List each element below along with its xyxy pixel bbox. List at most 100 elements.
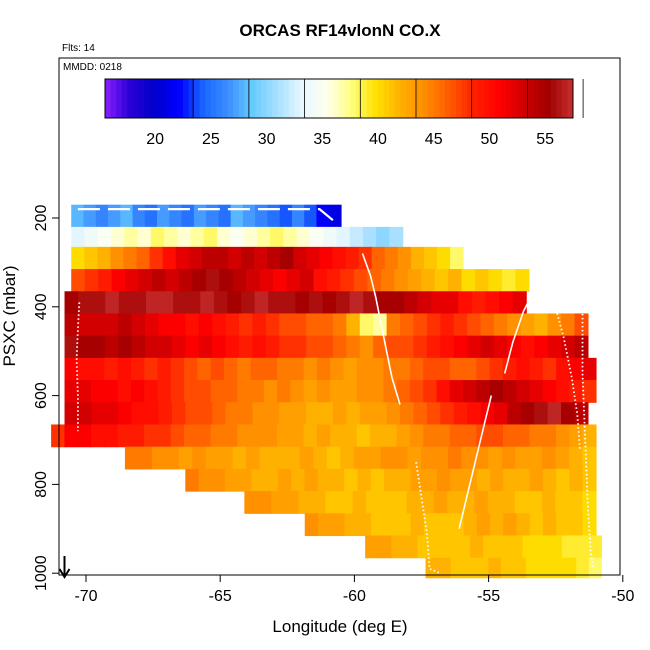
heatmap-cell (339, 491, 354, 514)
heatmap-cell (177, 226, 192, 248)
heatmap-cell (255, 204, 269, 228)
heatmap-cell (173, 291, 188, 315)
heatmap-cell (373, 313, 388, 337)
heatmap-cell (373, 402, 388, 426)
heatmap-cell (164, 226, 178, 248)
heatmap-cell (489, 357, 504, 381)
heatmap-cell (150, 226, 165, 248)
heatmap-cell (463, 557, 477, 579)
heatmap-cell (64, 402, 79, 426)
heatmap-cell (386, 402, 401, 426)
heatmap-cell (403, 291, 419, 315)
heatmap-cell (158, 313, 173, 337)
colorbar-tick-label: 20 (146, 131, 164, 148)
heatmap-cell (198, 468, 213, 492)
flight-track-line (581, 297, 595, 569)
heatmap-cell (151, 269, 167, 292)
colorbar-segment (288, 79, 295, 118)
colorbar-segment (272, 79, 279, 118)
heatmap-cell (110, 246, 125, 270)
heatmap-cell (370, 380, 384, 403)
heatmap-cell (450, 246, 464, 270)
heatmap-cell (386, 335, 401, 359)
heatmap-cell (319, 246, 334, 270)
heatmap-cell (516, 357, 531, 381)
heatmap-cell (551, 557, 565, 579)
heatmap-cell (400, 402, 415, 426)
heatmap-cell (171, 402, 186, 426)
heatmap-cell (437, 513, 451, 537)
heatmap-cell (447, 446, 462, 470)
colorbar-segment (294, 79, 301, 118)
heatmap-cell (332, 313, 347, 337)
colorbar-tick-label: 50 (481, 131, 499, 148)
heatmap-cell (470, 535, 484, 559)
heatmap-cell (362, 226, 377, 248)
colorbar-segment (433, 79, 440, 118)
colorbar-segment (266, 79, 273, 118)
heatmap-cell (184, 380, 198, 403)
heatmap-cell (561, 535, 576, 559)
heatmap-cell (569, 446, 584, 470)
heatmap-cell (503, 468, 518, 492)
heatmap-cell (538, 557, 552, 579)
heatmap-cell (97, 226, 112, 248)
heatmap-cell (118, 313, 133, 337)
heatmap-cell (283, 226, 298, 248)
heatmap-cell (384, 468, 398, 492)
colorbar-segment (417, 79, 424, 118)
heatmap-cell (186, 291, 201, 315)
heatmap-cell (263, 380, 278, 403)
heatmap-cell (417, 291, 432, 315)
heatmap-cell (192, 269, 207, 292)
heatmap-cell (84, 246, 98, 270)
heatmap-cell (200, 291, 215, 315)
heatmap-cell (317, 468, 332, 492)
heatmap-cell (162, 246, 177, 270)
heatmap-cell (277, 424, 291, 448)
heatmap-cell (252, 402, 267, 426)
x-tick-label: -50 (611, 588, 634, 605)
heatmap-cell (515, 446, 530, 470)
heatmap-cell (397, 246, 412, 270)
heatmap-cell (393, 491, 408, 514)
heatmap-cell (436, 246, 451, 270)
colorbar-segment (183, 79, 190, 118)
heatmap-cell (198, 313, 213, 337)
heatmap-cell (256, 226, 271, 248)
heatmap-cell (453, 402, 468, 426)
heatmap-cell (104, 380, 119, 403)
colorbar (104, 78, 574, 119)
heatmap-cell (501, 491, 516, 514)
heatmap-cell (370, 357, 384, 381)
heatmap-cell (529, 513, 544, 537)
heatmap-cell (201, 246, 216, 270)
heatmap-cell (71, 269, 86, 292)
heatmap-cell (436, 380, 451, 403)
heatmap-cell (300, 269, 315, 292)
heatmap-cell (487, 491, 502, 514)
heatmap-cell (64, 313, 79, 337)
heatmap-cell (232, 446, 247, 470)
heatmap-cell (542, 357, 557, 381)
arrow-head (58, 568, 71, 579)
heatmap-cell (529, 424, 544, 448)
heatmap-cell (349, 226, 364, 248)
heatmap-cell (426, 313, 441, 337)
heatmap-cell (91, 313, 106, 337)
heatmap-cell (291, 468, 306, 492)
heatmap-cell (363, 291, 378, 315)
colorbar-segment (456, 79, 463, 118)
heatmap-cell (130, 357, 145, 381)
heatmap-cell (489, 380, 504, 403)
colorbar-segment (121, 79, 128, 118)
heatmap-cell (467, 313, 482, 337)
heatmap-cell (453, 335, 468, 359)
colorbar-segment (316, 79, 323, 118)
heatmap-cell (384, 246, 399, 270)
heatmap-cell (480, 313, 495, 337)
heatmap-cell (357, 513, 372, 537)
heatmap-cell (250, 424, 265, 448)
heatmap-cell (238, 468, 253, 492)
heatmap-cell (384, 513, 399, 537)
